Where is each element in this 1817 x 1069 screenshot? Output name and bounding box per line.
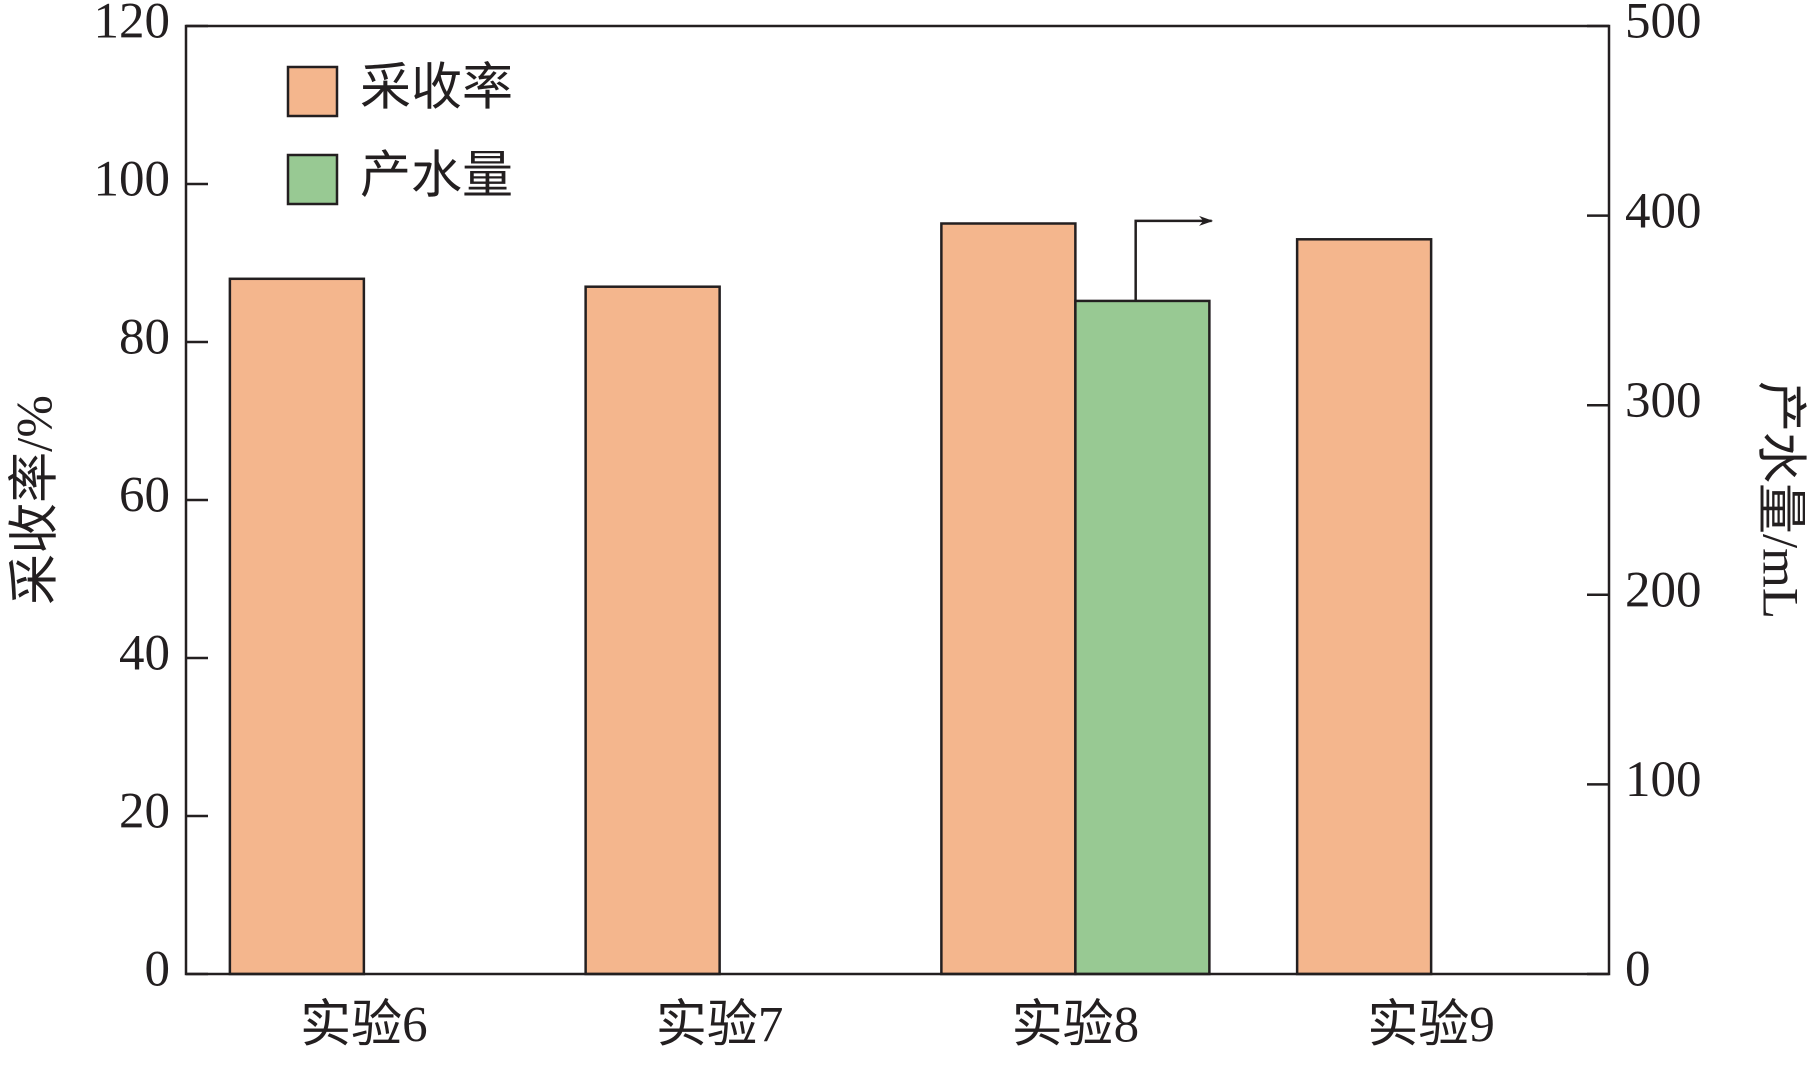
legend-label: 采收率 xyxy=(360,61,513,117)
y-tick-label: 40 xyxy=(119,626,170,682)
y2-tick-label: 100 xyxy=(1625,752,1702,808)
legend-swatch xyxy=(286,153,339,206)
y-tick-label: 60 xyxy=(119,468,170,524)
y-axis-label: 采收率/% xyxy=(8,395,64,605)
bar xyxy=(228,277,366,976)
y2-tick-label: 300 xyxy=(1625,373,1702,429)
x-tick-label: 实验9 xyxy=(1367,998,1495,1054)
plot-frame xyxy=(184,24,1611,976)
bar xyxy=(940,222,1077,976)
y2-tick-label: 200 xyxy=(1625,563,1702,619)
x-tick-label: 实验7 xyxy=(656,998,784,1054)
legend-label: 产水量 xyxy=(360,149,513,205)
axis-arrow xyxy=(1134,215,1214,301)
bar xyxy=(1074,299,1211,976)
y2-tick-label: 0 xyxy=(1625,942,1651,998)
y2-axis-label: 产水量/mL xyxy=(1751,381,1807,619)
y-tick-label: 100 xyxy=(94,152,171,208)
bar xyxy=(584,285,721,976)
y2-tick-label: 500 xyxy=(1625,0,1702,50)
x-tick-label: 实验6 xyxy=(300,998,428,1054)
x-tick-label: 实验8 xyxy=(1012,998,1140,1054)
legend-swatch xyxy=(286,65,339,118)
y2-tick-label: 400 xyxy=(1625,183,1702,239)
bar xyxy=(1295,238,1433,976)
y-tick-label: 120 xyxy=(94,0,171,50)
y-tick-label: 80 xyxy=(119,310,170,366)
y-tick-label: 20 xyxy=(119,784,170,840)
y-tick-label: 0 xyxy=(145,942,171,998)
